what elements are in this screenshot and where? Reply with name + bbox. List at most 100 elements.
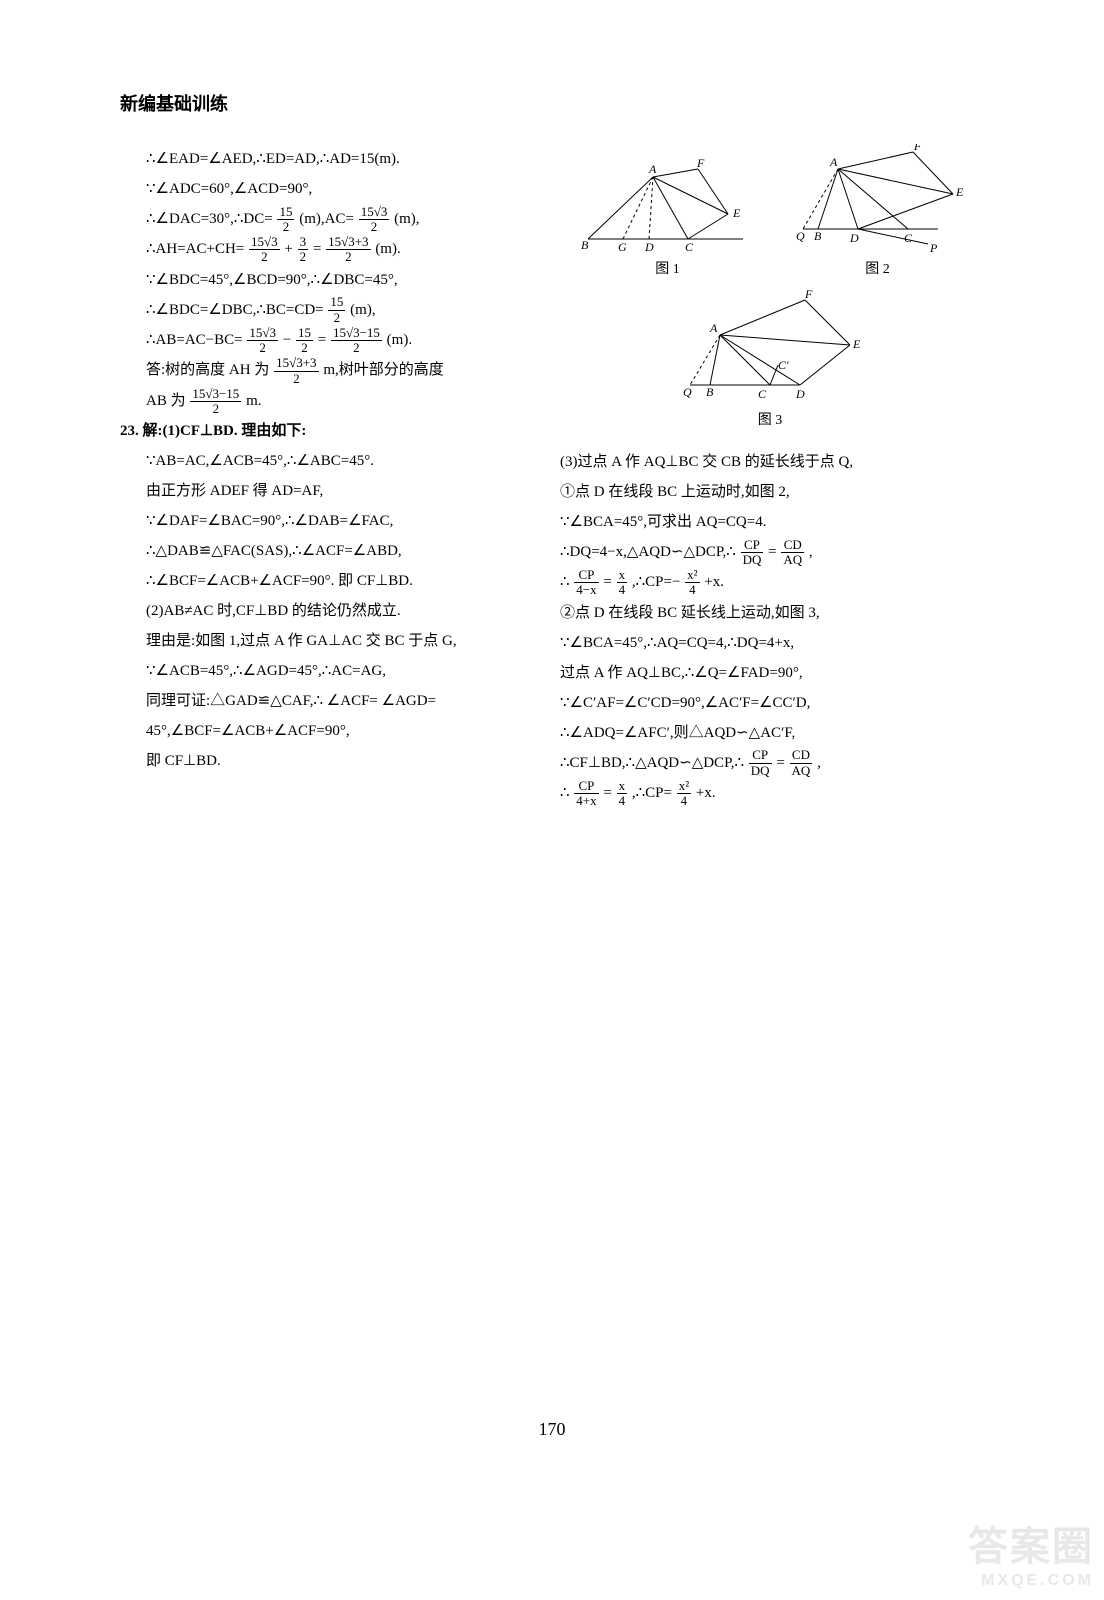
- svg-text:C: C: [758, 387, 767, 401]
- svg-text:B: B: [814, 229, 822, 243]
- text: m,树叶部分的高度: [323, 362, 443, 378]
- text: ,∴CP=: [632, 785, 672, 801]
- fraction: 15√32: [249, 235, 280, 265]
- math-line: ∴△DAB≌△FAC(SAS),∴∠ACF=∠ABD,: [146, 536, 550, 566]
- figure-3-svg: A Q B C C′ D E F: [670, 290, 870, 405]
- text: ∴∠DAC=30°,∴DC=: [146, 211, 273, 227]
- math-line: ∵∠ADC=60°,∠ACD=90°,: [120, 174, 550, 204]
- fraction: x²4: [677, 779, 691, 809]
- text: +x.: [704, 574, 724, 590]
- svg-text:Q: Q: [796, 229, 805, 243]
- svg-text:C′: C′: [778, 358, 789, 372]
- math-line: ①点 D 在线段 BC 上运动时,如图 2,: [560, 477, 980, 507]
- text: (m),: [394, 211, 419, 227]
- svg-text:F: F: [804, 290, 813, 301]
- text: +x.: [696, 785, 716, 801]
- math-line: ∴AB=AC−BC= 15√32 − 152 = 15√3−152 (m).: [120, 325, 550, 355]
- figure-2-svg: A Q B D C E F P: [788, 144, 968, 254]
- math-line: AB 为 15√3−152 m.: [120, 386, 550, 416]
- math-line: 答:树的高度 AH 为 15√3+32 m,树叶部分的高度: [120, 355, 550, 385]
- svg-text:B: B: [706, 385, 714, 399]
- svg-text:D: D: [795, 387, 805, 401]
- math-line: 即 CF⊥BD.: [146, 746, 550, 776]
- text: +: [284, 241, 292, 257]
- svg-text:F: F: [696, 159, 705, 170]
- math-line: ∴ CP4−x = x4 ,∴CP=− x²4 +x.: [560, 567, 980, 597]
- math-line: ②点 D 在线段 BC 延长线上运动,如图 3,: [560, 598, 980, 628]
- svg-text:C: C: [904, 231, 913, 245]
- text: (m).: [375, 241, 400, 257]
- math-line: ∴AH=AC+CH= 15√32 + 32 = 15√3+32 (m).: [120, 234, 550, 264]
- figure-3: A Q B C C′ D E F 图 3: [670, 290, 870, 441]
- content-columns: ∴∠EAD=∠AED,∴ED=AD,∴AD=15(m). ∵∠ADC=60°,∠…: [120, 144, 1014, 808]
- watermark-main: 答案圈: [968, 1525, 1094, 1569]
- fraction: CDAQ: [790, 748, 813, 778]
- svg-text:D: D: [644, 240, 654, 254]
- math-line: ∴DQ=4−x,△AQD∽△DCP,∴ CPDQ = CDAQ ,: [560, 537, 980, 567]
- text: ∴: [560, 785, 570, 801]
- math-line: 由正方形 ADEF 得 AD=AF,: [146, 476, 550, 506]
- math-line: ∵∠BCA=45°,可求出 AQ=CQ=4.: [560, 507, 980, 537]
- fraction: 15√3+32: [274, 356, 318, 386]
- svg-text:E: E: [955, 185, 964, 199]
- text: ∴: [560, 574, 570, 590]
- fraction: CPDQ: [741, 538, 764, 568]
- svg-text:F: F: [913, 144, 922, 153]
- math-line: ∵∠BCA=45°,∴AQ=CQ=4,∴DQ=4+x,: [560, 628, 980, 658]
- fraction: x²4: [685, 568, 699, 598]
- fraction: 32: [298, 235, 309, 265]
- text: m.: [246, 393, 261, 409]
- math-line: 理由是:如图 1,过点 A 作 GA⊥AC 交 BC 于点 G,: [146, 626, 550, 656]
- right-column: A B G D C E F 图 1: [560, 144, 980, 808]
- svg-text:P: P: [929, 241, 938, 254]
- svg-text:A: A: [648, 162, 657, 176]
- fraction: 15√3−152: [331, 326, 382, 356]
- math-line: ∴∠EAD=∠AED,∴ED=AD,∴AD=15(m).: [120, 144, 550, 174]
- text: (m).: [387, 332, 412, 348]
- text: ,: [817, 755, 821, 771]
- math-line: 过点 A 作 AQ⊥BC,∴∠Q=∠FAD=90°,: [560, 658, 980, 688]
- watermark: 答案圈 MXQE.COM: [968, 1514, 1094, 1590]
- svg-text:Q: Q: [683, 385, 692, 399]
- text: (m),: [350, 302, 375, 318]
- text: (m),AC=: [299, 211, 354, 227]
- math-line: ∵∠C′AF=∠C′CD=90°,∠AC′F=∠CC′D,: [560, 688, 980, 718]
- fraction: 152: [296, 326, 313, 356]
- text: =: [603, 785, 611, 801]
- text: ∴AH=AC+CH=: [146, 241, 244, 257]
- text: =: [768, 544, 776, 560]
- text: AB 为: [146, 393, 186, 409]
- text: 答:树的高度 AH 为: [146, 362, 269, 378]
- figure-3-caption: 图 3: [670, 407, 870, 435]
- question-23: 23. 解:(1)CF⊥BD. 理由如下:: [120, 416, 550, 446]
- math-line: 45°,∠BCF=∠ACB+∠ACF=90°,: [146, 716, 550, 746]
- fraction: CP4−x: [574, 568, 598, 598]
- text: =: [318, 332, 326, 348]
- math-line: ∴∠BCF=∠ACB+∠ACF=90°. 即 CF⊥BD.: [146, 566, 550, 596]
- figure-1-svg: A B G D C E F: [573, 159, 763, 254]
- page-number: 170: [0, 1419, 1104, 1440]
- math-line: ∴CF⊥BD,∴△AQD∽△DCP,∴ CPDQ = CDAQ ,: [560, 748, 980, 778]
- text: ,∴CP=−: [632, 574, 681, 590]
- figure-1-caption: 图 1: [573, 256, 763, 284]
- math-line: ∴∠BDC=∠DBC,∴BC=CD= 152 (m),: [120, 295, 550, 325]
- math-line: 同理可证:△GAD≌△CAF,∴ ∠ACF= ∠AGD=: [146, 686, 550, 716]
- text: −: [283, 332, 291, 348]
- fraction: x4: [617, 779, 628, 809]
- text: ∴DQ=4−x,△AQD∽△DCP,∴: [560, 544, 736, 560]
- math-line: ∴∠ADQ=∠AFC′,则△AQD∽△AC′F,: [560, 718, 980, 748]
- text: =: [313, 241, 321, 257]
- fraction: CP4+x: [574, 779, 598, 809]
- svg-text:E: E: [732, 206, 741, 220]
- fraction: 15√32: [247, 326, 278, 356]
- fraction: CDAQ: [781, 538, 804, 568]
- left-column: ∴∠EAD=∠AED,∴ED=AD,∴AD=15(m). ∵∠ADC=60°,∠…: [120, 144, 550, 808]
- figure-1: A B G D C E F 图 1: [573, 159, 763, 290]
- text: ∴CF⊥BD,∴△AQD∽△DCP,∴: [560, 755, 744, 771]
- fraction: x4: [617, 568, 628, 598]
- fraction: 15√32: [359, 205, 390, 235]
- svg-text:B: B: [581, 238, 589, 252]
- svg-text:D: D: [849, 231, 859, 245]
- text: ∴∠BDC=∠DBC,∴BC=CD=: [146, 302, 324, 318]
- math-line: (2)AB≠AC 时,CF⊥BD 的结论仍然成立.: [146, 596, 550, 626]
